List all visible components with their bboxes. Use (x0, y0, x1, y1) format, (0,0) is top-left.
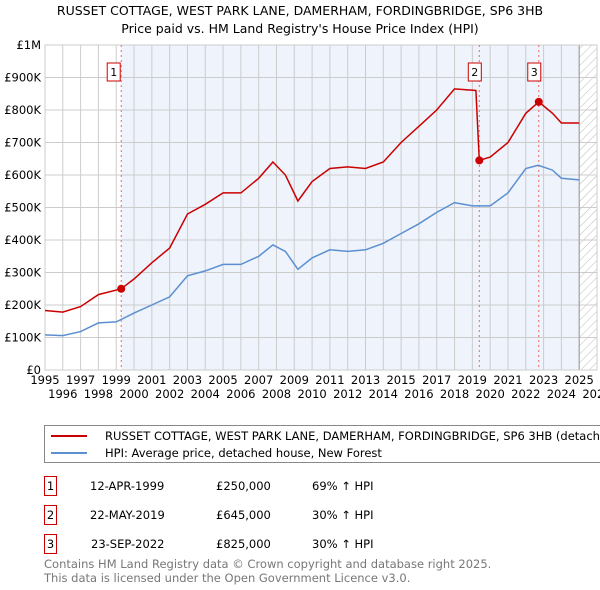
sale-label-box (527, 62, 542, 82)
x-tick-label: 2024 (547, 387, 576, 401)
y-tick-label: £900K (4, 71, 41, 85)
sale-hpi: 69% ↑ HPI (312, 479, 374, 493)
x-tick-label: 2025 (565, 373, 594, 387)
footer: Contains HM Land Registry data © Crown c… (44, 557, 491, 585)
chart-title: RUSSET COTTAGE, WEST PARK LANE, DAMERHAM… (0, 2, 600, 38)
legend-item-property: RUSSET COTTAGE, WEST PARK LANE, DAMERHAM… (45, 428, 600, 444)
x-tick-label: 2011 (315, 373, 344, 387)
x-tick-label: 2003 (173, 373, 202, 387)
y-tick-label: £1M (16, 38, 41, 52)
x-tick-label: 2022 (511, 387, 540, 401)
x-tick-label: 2018 (440, 387, 469, 401)
x-tick-label: 1997 (66, 373, 95, 387)
sale-badge: 3 (44, 534, 57, 554)
property-price-line (44, 88, 580, 313)
sale-row: 2 22-MAY-2019 £645,000 30% ↑ HPI (44, 505, 444, 525)
x-tick-label: 2021 (493, 373, 522, 387)
legend-swatch-blue (51, 452, 87, 454)
x-tick-label: 2007 (244, 373, 273, 387)
legend-item-hpi: HPI: Average price, detached house, New … (45, 445, 382, 461)
x-tick-label: 2006 (226, 387, 255, 401)
y-tick-label: £200K (4, 298, 41, 312)
legend: RUSSET COTTAGE, WEST PARK LANE, DAMERHAM… (44, 425, 600, 463)
y-tick-label: £100K (4, 331, 41, 345)
title-line-1: RUSSET COTTAGE, WEST PARK LANE, DAMERHAM… (56, 3, 544, 18)
sale-date: 22-MAY-2019 (90, 508, 165, 522)
sale-label-box (106, 62, 121, 82)
footer-licence: This data is licensed under the Open Gov… (44, 571, 411, 585)
sale-price: £645,000 (216, 508, 271, 522)
sale-point (117, 284, 126, 293)
y-tick-label: £600K (4, 168, 41, 182)
x-tick-label: 2020 (476, 387, 505, 401)
sale-price: £825,000 (216, 537, 271, 551)
sale-date: 23-SEP-2022 (91, 537, 165, 551)
sale-point (534, 97, 543, 106)
x-tick-label: 2023 (529, 373, 558, 387)
y-tick-label: £0 (26, 363, 41, 377)
x-tick-label: 2008 (262, 387, 291, 401)
x-tick-label: 1998 (84, 387, 113, 401)
x-tick-label: 2005 (208, 373, 237, 387)
footer-copyright: Contains HM Land Registry data © Crown c… (44, 557, 492, 571)
sale-date: 12-APR-1999 (90, 479, 165, 493)
sale-label-box (467, 62, 482, 82)
y-tick-label: £500K (4, 201, 41, 215)
y-tick-label: £700K (4, 136, 41, 150)
sale-row: 3 23-SEP-2022 £825,000 30% ↑ HPI (44, 534, 444, 554)
x-tick-label: 2001 (137, 373, 166, 387)
x-tick-label: 2019 (458, 373, 487, 387)
legend-label-property: RUSSET COTTAGE, WEST PARK LANE, DAMERHAM… (105, 429, 600, 443)
y-tick-label: £800K (4, 103, 41, 117)
sale-hpi: 30% ↑ HPI (312, 508, 374, 522)
x-tick-label: 1996 (48, 387, 77, 401)
legend-swatch-red (51, 435, 87, 437)
sale-price: £250,000 (216, 479, 271, 493)
y-tick-label: £400K (4, 233, 41, 247)
x-tick-label: 2014 (369, 387, 398, 401)
legend-label-hpi: HPI: Average price, detached house, New … (105, 446, 382, 460)
sale-point (475, 156, 484, 165)
hpi-line (44, 164, 580, 337)
title-line-2: Price paid vs. HM Land Registry's House … (121, 21, 479, 36)
x-tick-label: 2016 (404, 387, 433, 401)
sale-badge: 1 (44, 476, 57, 496)
x-tick-label: 2015 (386, 373, 415, 387)
x-tick-label: 2013 (351, 373, 380, 387)
x-tick-label: 2004 (191, 387, 220, 401)
x-tick-label: 2009 (280, 373, 309, 387)
y-tick-label: £300K (4, 266, 41, 280)
plot-border (44, 44, 598, 371)
x-tick-label: 2017 (422, 373, 451, 387)
sale-badge: 2 (44, 505, 57, 525)
x-tick-label: 1995 (30, 373, 59, 387)
sale-label: 3 (531, 66, 538, 79)
sale-row: 1 12-APR-1999 £250,000 69% ↑ HPI (44, 476, 444, 496)
x-tick-label: 2000 (119, 387, 148, 401)
sale-hpi: 30% ↑ HPI (312, 537, 374, 551)
x-tick-label: 2012 (333, 387, 362, 401)
sale-label: 1 (110, 66, 117, 79)
price-chart: 1995199619971998199920002001200220032004… (4, 38, 600, 401)
x-tick-label: 2002 (155, 387, 184, 401)
x-tick-label: 2026 (582, 387, 600, 401)
x-tick-label: 2010 (297, 387, 326, 401)
sale-label: 2 (471, 66, 478, 79)
x-tick-label: 1999 (102, 373, 131, 387)
